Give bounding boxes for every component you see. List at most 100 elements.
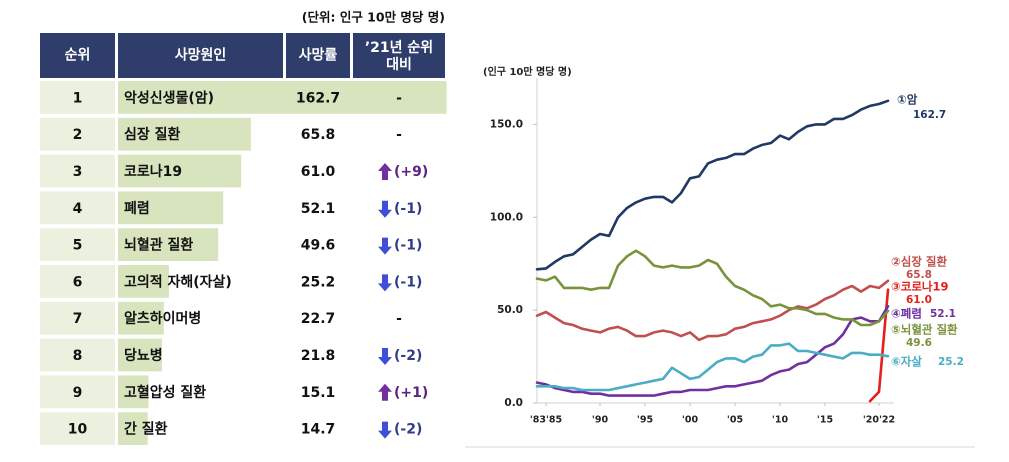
rate-bar xyxy=(118,117,251,151)
rank-change: (-2) xyxy=(394,422,422,438)
x-tick-label: '90 xyxy=(592,415,609,426)
rate-bar xyxy=(118,81,447,114)
rate: 25.2 xyxy=(301,274,336,290)
rate-bar xyxy=(118,301,164,335)
rank: 4 xyxy=(73,201,83,217)
rank: 6 xyxy=(73,274,83,290)
series-label: ①암 xyxy=(897,93,918,107)
rank: 3 xyxy=(73,164,83,180)
series-line xyxy=(535,342,890,392)
header-label: 대비 xyxy=(386,57,412,73)
x-tick-label: '05 xyxy=(727,415,743,426)
cause: 고의적 자해(자살) xyxy=(124,273,232,290)
arrow-down xyxy=(378,421,392,439)
rank-change: (-1) xyxy=(394,201,422,217)
rate: 65.8 xyxy=(301,127,336,143)
header-label: ’21년 순위 xyxy=(365,40,433,56)
rate-bar xyxy=(118,338,163,372)
cause: 알츠하이머병 xyxy=(124,310,201,327)
cause: 심장 질환 xyxy=(124,126,181,143)
end-value-label: 49.6 xyxy=(906,337,932,349)
y-tick-label: 100.0 xyxy=(490,211,523,223)
series-line xyxy=(535,99,890,271)
header-cell xyxy=(40,33,115,78)
x-tick-label: '95 xyxy=(637,415,653,426)
header-cell xyxy=(286,33,350,78)
rank-cell xyxy=(40,375,115,409)
end-value-label: 52.1 xyxy=(930,308,956,320)
rank-change: (-1) xyxy=(394,274,422,290)
rate-bar xyxy=(118,228,219,261)
rank-cell xyxy=(40,301,115,335)
arrow-down xyxy=(378,348,392,365)
header-label: 사망률 xyxy=(299,47,338,64)
rate: 14.7 xyxy=(301,422,336,438)
arrow-down xyxy=(378,200,392,218)
cause: 뇌혈관 질환 xyxy=(124,237,193,254)
rate-bar xyxy=(118,375,149,409)
rank-cell xyxy=(40,117,115,151)
y-tick-label: 50.0 xyxy=(497,304,523,316)
rank-cell xyxy=(40,81,115,114)
y-tick-label: 150.0 xyxy=(490,118,523,130)
end-value-label: 61.0 xyxy=(906,294,932,306)
rank: 7 xyxy=(73,311,83,327)
series-label: ④폐렴 xyxy=(891,307,922,321)
x-tick-label: '10 xyxy=(772,415,789,426)
rank: 2 xyxy=(73,127,83,143)
rate: 15.1 xyxy=(301,385,336,401)
end-value-label: 25.2 xyxy=(938,356,964,368)
rate-bar xyxy=(118,191,224,225)
rate: 22.7 xyxy=(301,311,336,327)
rate: 49.6 xyxy=(301,238,336,254)
rank: 10 xyxy=(68,422,88,438)
header-cell xyxy=(118,33,283,78)
rank-change: - xyxy=(396,311,402,327)
series-line xyxy=(535,304,890,397)
x-tick-label: '15 xyxy=(817,415,833,426)
rank-change: - xyxy=(396,90,402,106)
cause: 고혈압성 질환 xyxy=(124,384,206,401)
series-line xyxy=(535,279,890,342)
rate: 162.7 xyxy=(296,90,340,106)
header-label: 사망원인 xyxy=(175,47,227,64)
series-label: ⑥자살 xyxy=(891,355,922,369)
arrow-up xyxy=(378,383,392,401)
rate-bar xyxy=(118,154,242,188)
y-axis-title: (인구 10만 명당 명) xyxy=(483,65,572,78)
rank-change: (-1) xyxy=(394,238,422,254)
rate: 21.8 xyxy=(301,348,336,364)
cause: 당뇨병 xyxy=(124,347,163,364)
rank-cell xyxy=(40,265,115,298)
series-label: ⑤뇌혈관 질환 xyxy=(891,323,958,337)
rank: 8 xyxy=(73,348,83,364)
end-value-label: 162.7 xyxy=(913,109,946,121)
rate-bar xyxy=(118,412,148,445)
x-tick-label: '20'22 xyxy=(863,415,895,426)
rate: 61.0 xyxy=(301,164,336,180)
series-line xyxy=(868,288,890,403)
rank-cell xyxy=(40,154,115,188)
header-cell xyxy=(353,33,445,78)
rank-change: (-2) xyxy=(394,348,422,364)
arrow-down xyxy=(378,274,392,292)
series-label: ③코로나19 xyxy=(891,280,948,294)
rank-cell xyxy=(40,191,115,225)
rate: 52.1 xyxy=(301,201,336,217)
cause: 악성신생물(암) xyxy=(124,89,214,106)
arrow-down xyxy=(378,237,392,255)
cause: 간 질환 xyxy=(124,421,168,438)
rank-change: - xyxy=(396,127,402,143)
rank-cell xyxy=(40,338,115,372)
cause: 코로나19 xyxy=(124,164,182,180)
end-value-label: 65.8 xyxy=(906,269,932,281)
series-label: ②심장 질환 xyxy=(891,255,947,269)
arrow-up xyxy=(378,163,392,180)
rank: 1 xyxy=(73,90,83,106)
rank-change: (+1) xyxy=(394,385,428,401)
x-tick-label: '83'85 xyxy=(530,415,562,426)
rank-change: (+9) xyxy=(394,164,428,180)
rank: 5 xyxy=(73,238,83,254)
rank: 9 xyxy=(73,385,83,401)
